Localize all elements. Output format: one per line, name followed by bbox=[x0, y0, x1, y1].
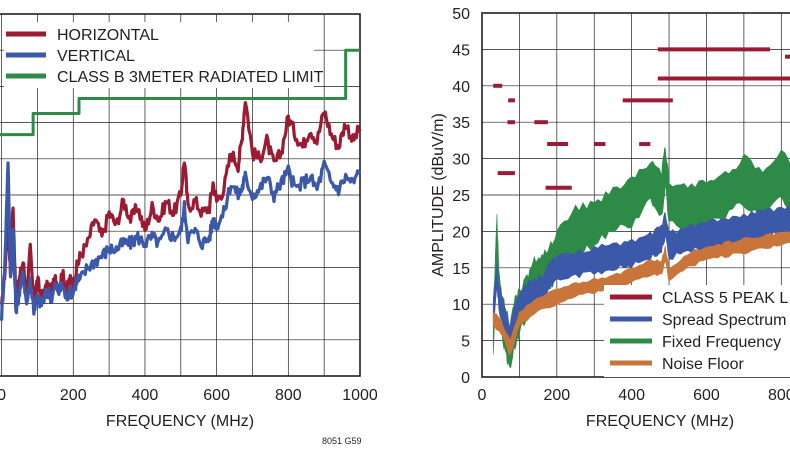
y-tick-label: 25 bbox=[452, 188, 470, 205]
right-chart-x-label: FREQUENCY (MHz) bbox=[586, 413, 734, 430]
right-chart-series bbox=[492, 146, 790, 369]
x-tick-label: 200 bbox=[60, 387, 87, 404]
legend-label-class-b-limit: CLASS B 3METER RADIATED LIMIT bbox=[57, 69, 324, 86]
y-tick-label: 10 bbox=[452, 297, 470, 314]
left-chart-series bbox=[0, 48, 362, 321]
left-chart-x-ticks: 0 200 400 600 800 1000 bbox=[0, 387, 378, 404]
x-tick-label: 400 bbox=[618, 387, 645, 404]
x-tick-label: 800 bbox=[768, 387, 790, 404]
right-chart-legend: CLASS 5 PEAK L Spread Spectrum Fixed Fre… bbox=[604, 285, 790, 377]
left-chart-x-label: FREQUENCY (MHz) bbox=[106, 413, 254, 430]
y-tick-label: 40 bbox=[452, 79, 470, 96]
legend-label-fixed-frequency: Fixed Frequency bbox=[662, 334, 781, 351]
y-tick-label: 35 bbox=[452, 115, 470, 132]
y-tick-label: 20 bbox=[452, 224, 470, 241]
series-vertical bbox=[0, 159, 362, 321]
legend-label-noise-floor: Noise Floor bbox=[662, 356, 744, 373]
legend-label-class5-peak: CLASS 5 PEAK L bbox=[662, 290, 788, 307]
y-tick-label: 30 bbox=[452, 152, 470, 169]
right-chart-y-ticks: 0 5 10 15 20 25 30 35 40 45 50 bbox=[452, 6, 470, 387]
x-tick-label: 800 bbox=[275, 387, 302, 404]
legend-label-horizontal: HORIZONTAL bbox=[57, 27, 159, 44]
x-tick-label: 400 bbox=[132, 387, 159, 404]
right-chart-x-ticks: 0 200 400 600 800 bbox=[478, 387, 790, 404]
right-chart-limit-segments bbox=[493, 47, 790, 190]
legend-label-spread-spectrum: Spread Spectrum bbox=[662, 312, 787, 329]
series-horizontal bbox=[0, 100, 362, 311]
x-tick-label: 1000 bbox=[342, 387, 378, 404]
x-tick-label: 200 bbox=[543, 387, 570, 404]
x-tick-label: 0 bbox=[0, 387, 6, 404]
x-tick-label: 600 bbox=[693, 387, 720, 404]
left-chart-frame bbox=[0, 13, 361, 377]
y-tick-label: 15 bbox=[452, 261, 470, 278]
series-class-b-3meter-radiated-limit bbox=[0, 48, 360, 137]
left-chart-legend: HORIZONTAL VERTICAL CLASS B 3METER RADIA… bbox=[4, 22, 324, 88]
x-tick-label: 0 bbox=[478, 387, 487, 404]
x-tick-label: 600 bbox=[203, 387, 230, 404]
legend-label-vertical: VERTICAL bbox=[57, 48, 135, 65]
right-chart-y-label: AMPLITUDE (dBuV/m) bbox=[430, 113, 447, 277]
y-tick-label: 50 bbox=[452, 6, 470, 23]
figure-id: 8051 G59 bbox=[322, 436, 362, 446]
series-noise-floor bbox=[492, 231, 790, 357]
y-tick-label: 0 bbox=[461, 370, 470, 387]
right-chart: 0 5 10 15 20 25 30 35 40 45 50 0 200 400 600 800 AMPLI… bbox=[430, 6, 790, 430]
y-tick-label: 45 bbox=[452, 42, 470, 59]
y-tick-label: 5 bbox=[461, 334, 470, 351]
left-chart: 0 200 400 600 800 1000 FREQUENCY (MHz) HORIZO… bbox=[0, 13, 378, 446]
